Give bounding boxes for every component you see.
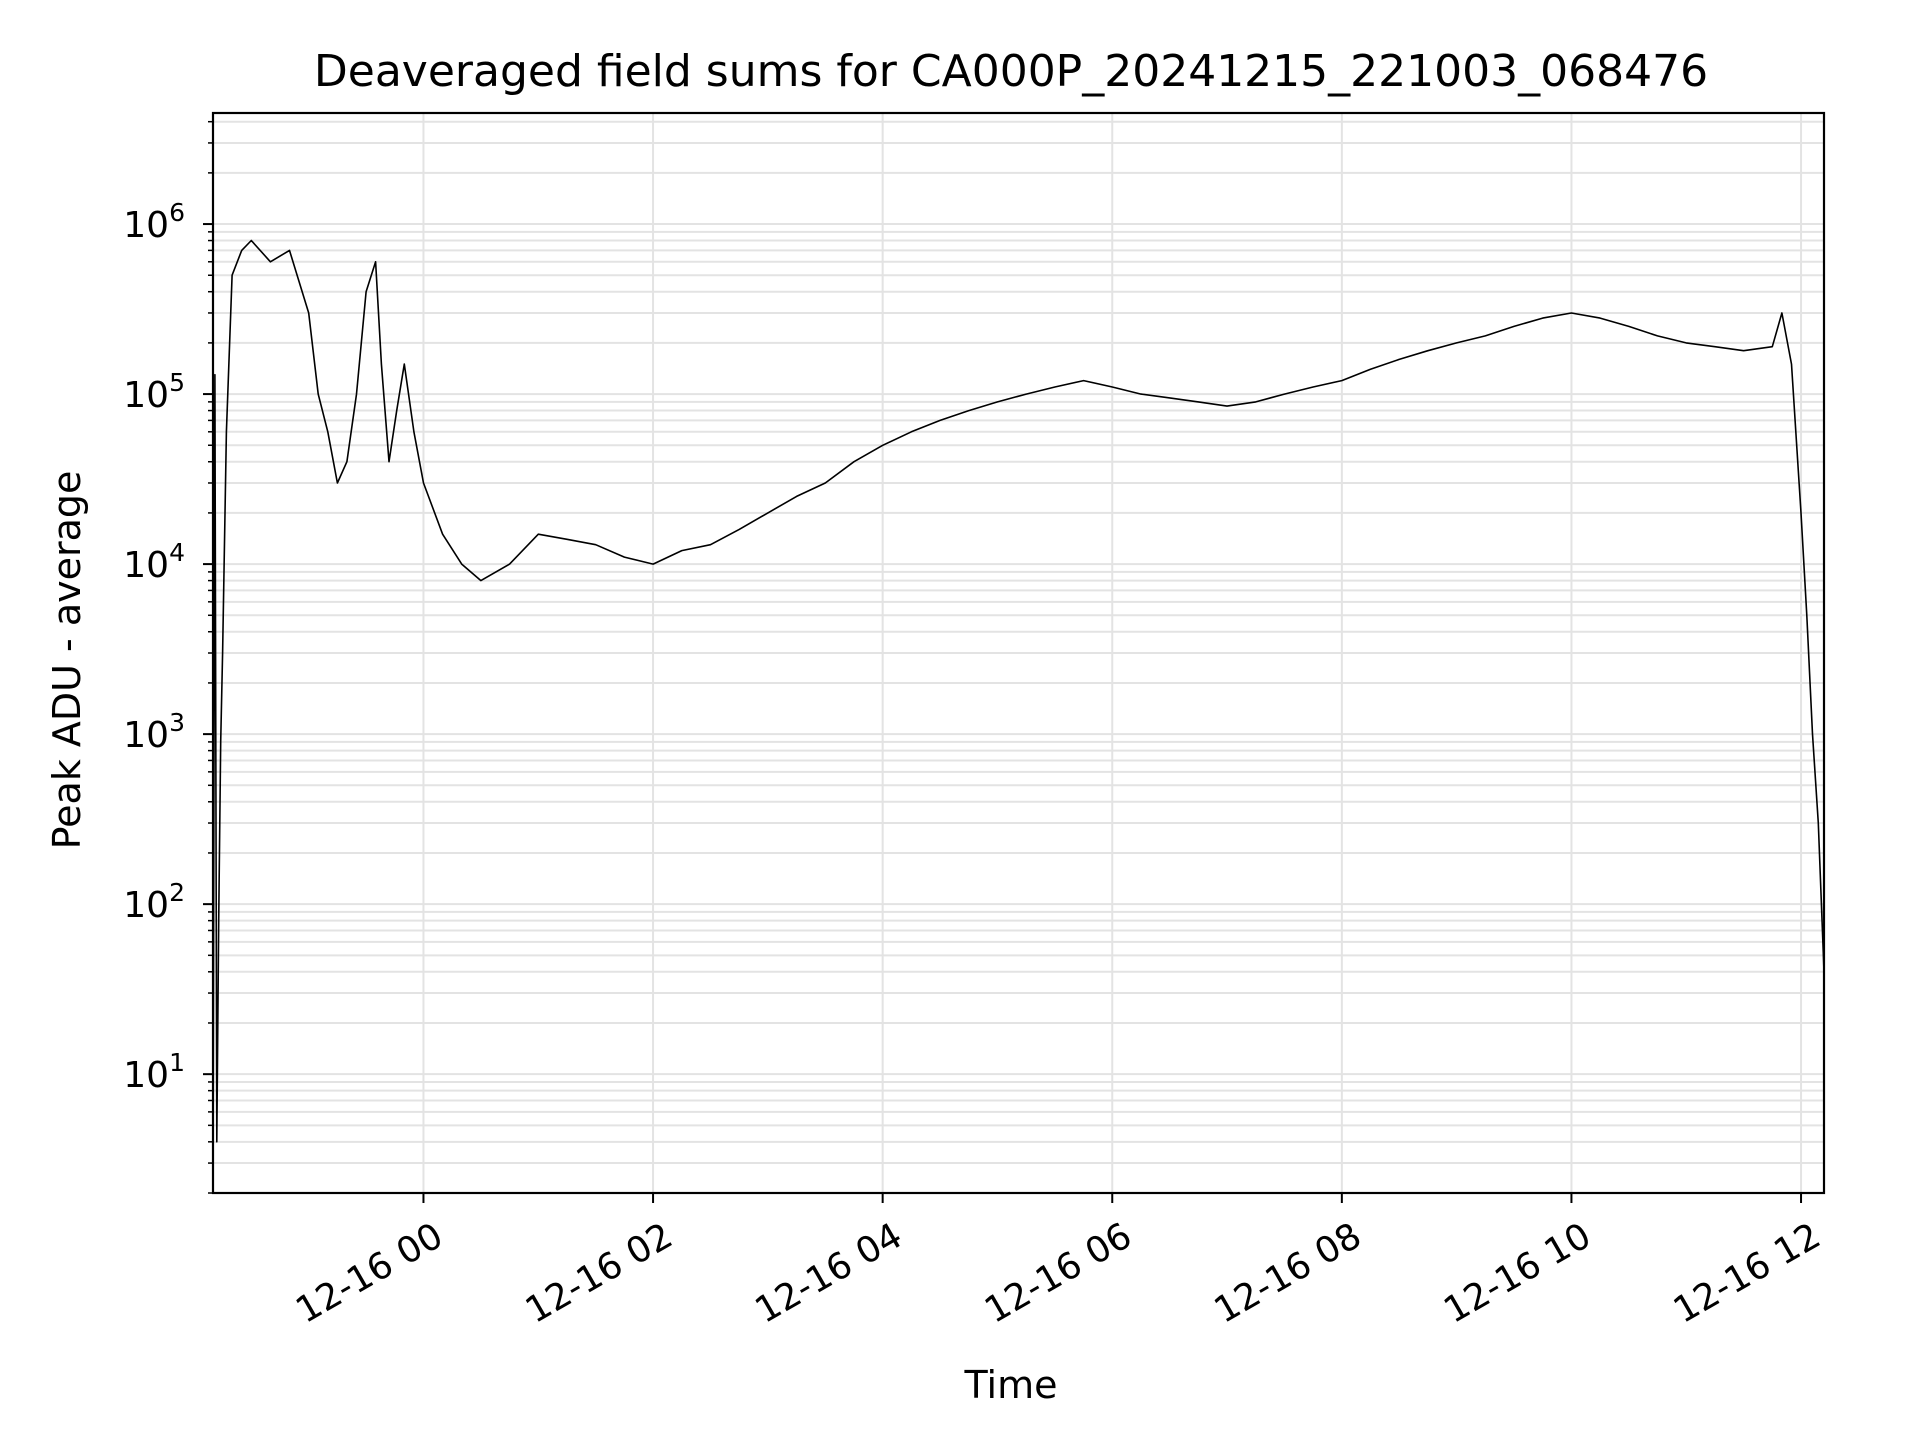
series-layer bbox=[212, 239, 1825, 1194]
y-tick-label: 104 bbox=[123, 538, 185, 586]
y-axis-label: Peak ADU - average bbox=[45, 471, 89, 850]
y-tick-label: 106 bbox=[123, 198, 185, 246]
x-axis-label: Time bbox=[964, 1363, 1058, 1407]
y-tick-label: 105 bbox=[123, 368, 185, 416]
y-tick-label: 101 bbox=[123, 1048, 185, 1096]
grid bbox=[213, 113, 1824, 1194]
y-tick-label: 102 bbox=[123, 878, 185, 926]
series-line bbox=[212, 239, 1825, 1194]
chart-title: Deaveraged field sums for CA000P_2024121… bbox=[314, 46, 1708, 97]
y-tick-label: 103 bbox=[123, 708, 185, 756]
